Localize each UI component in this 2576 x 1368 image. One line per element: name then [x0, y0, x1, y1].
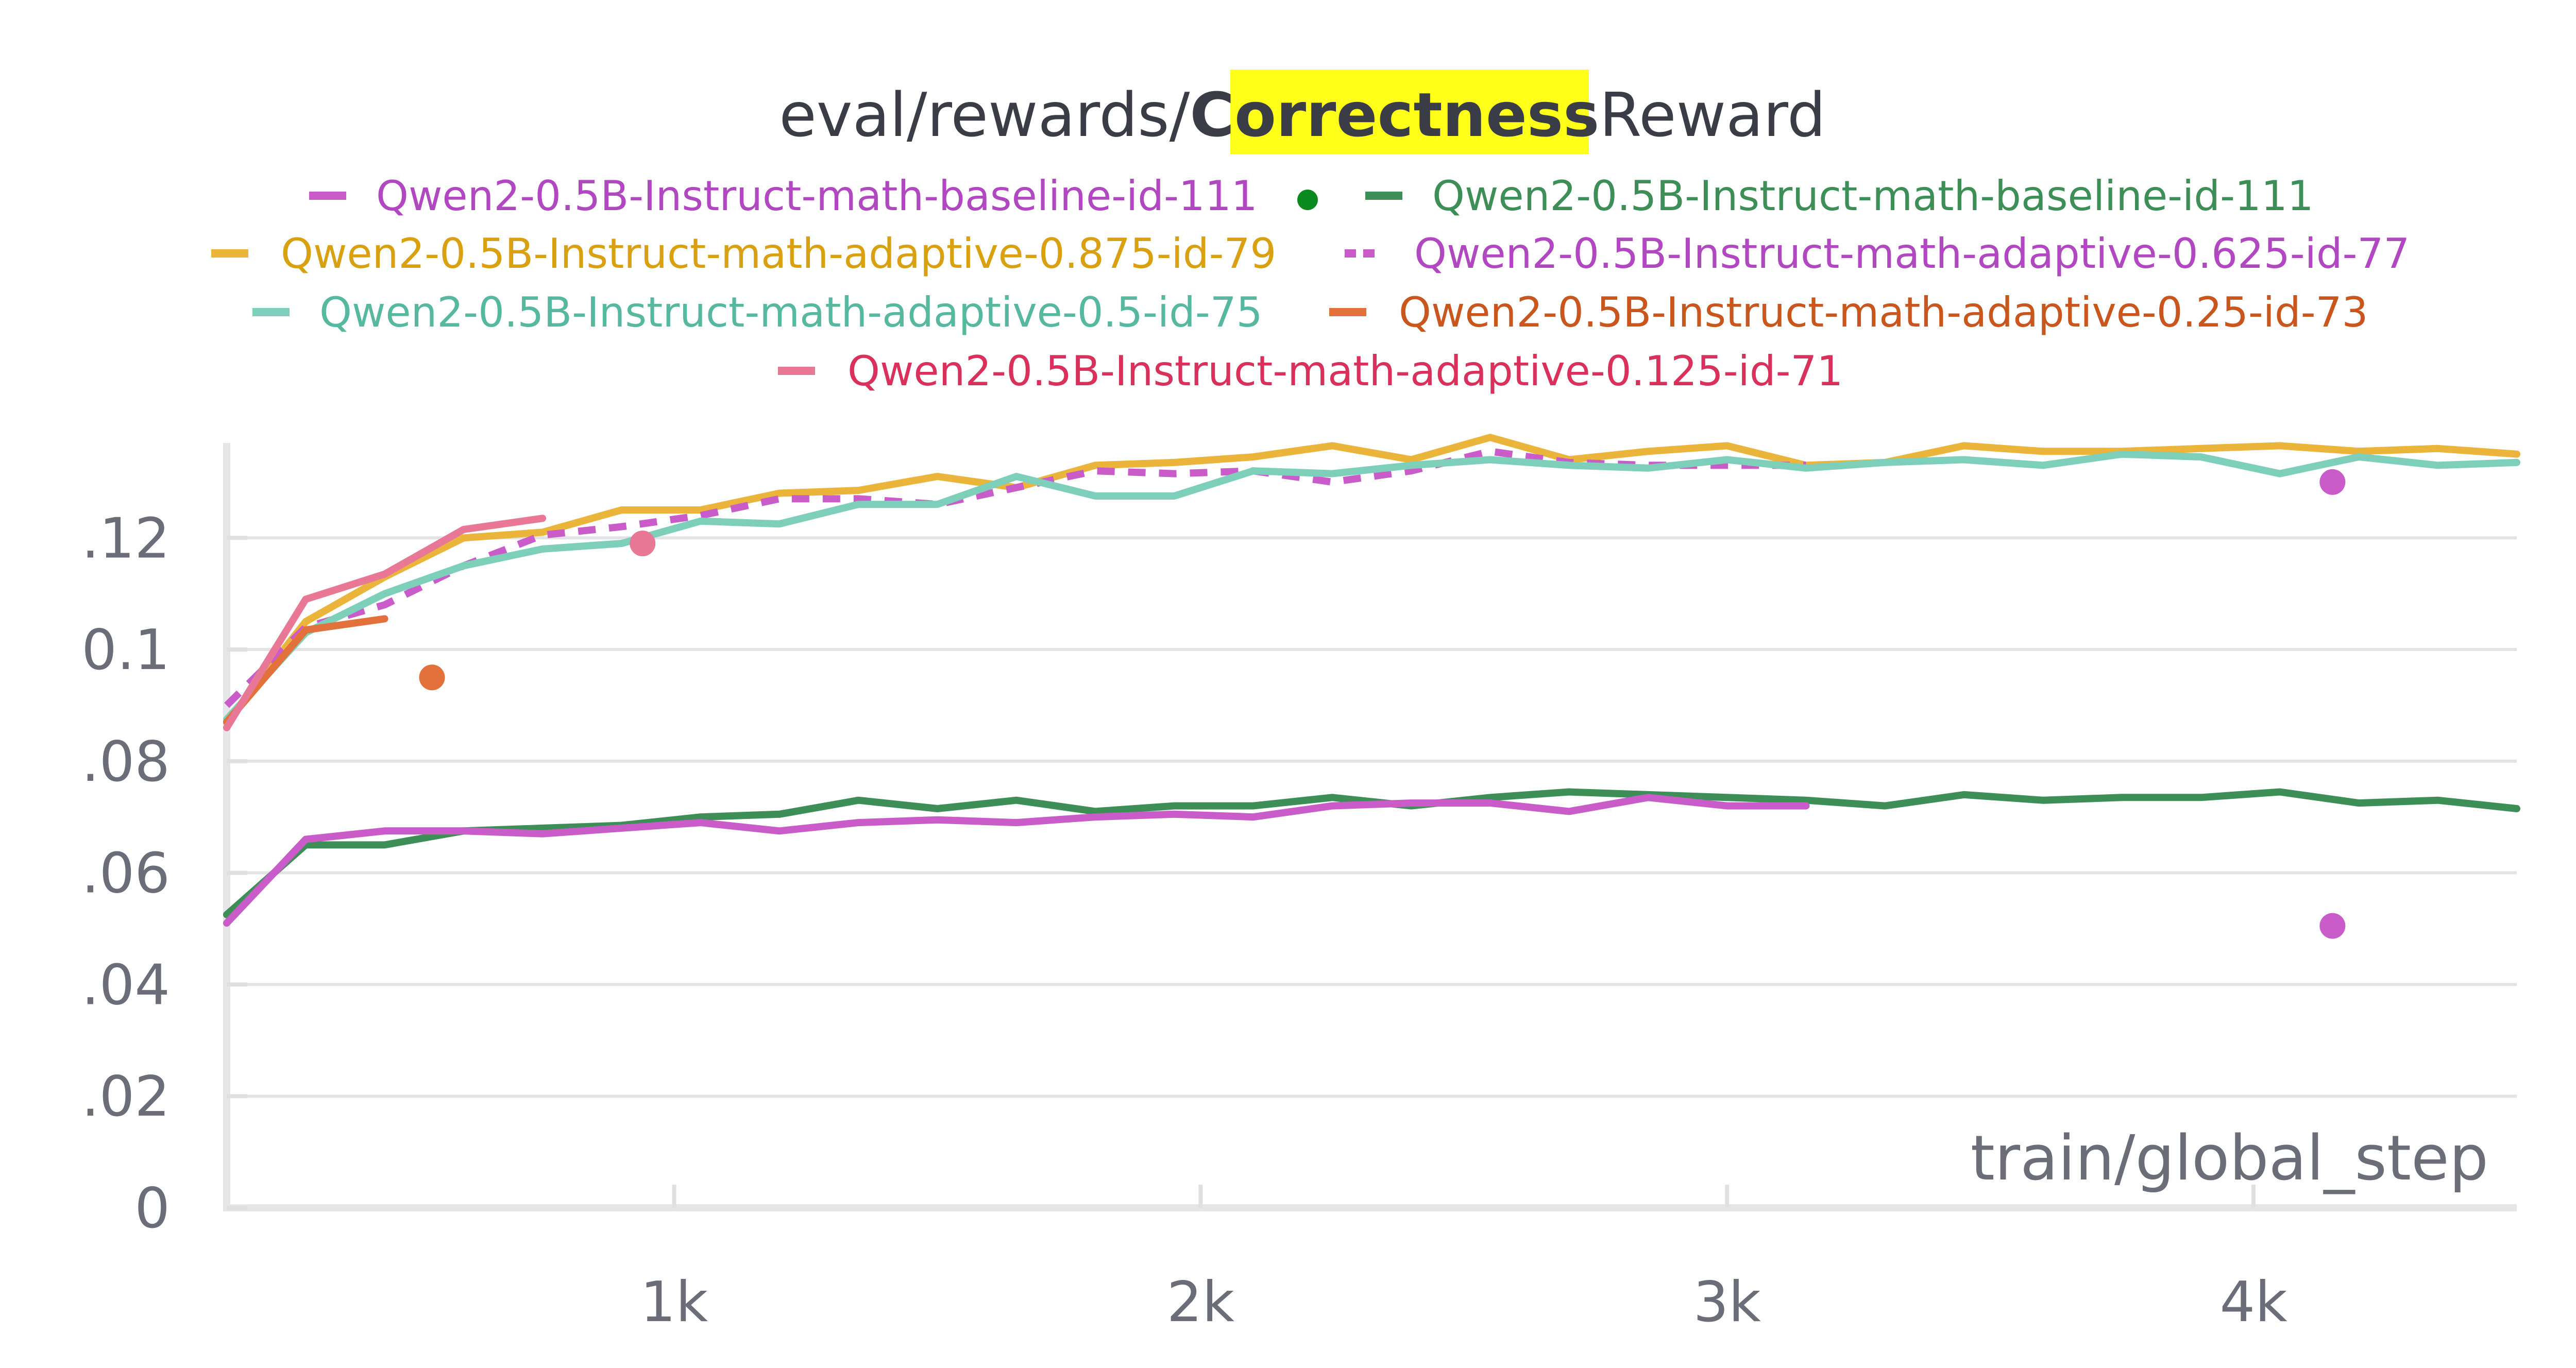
legend-label-4: Qwen2-0.5B-Instruct-math-adaptive-0.5-id… [319, 288, 1263, 336]
legend-label-1: Qwen2-0.5B-Instruct-math-baseline-id-111 [1432, 172, 2314, 220]
title-highlight [1230, 70, 1589, 154]
series-line-3 [224, 448, 1806, 708]
x-axis-label: train/global_step [1971, 1123, 2488, 1194]
chart-title-suffix: Reward [1599, 79, 1825, 150]
legend-label-6: Qwen2-0.5B-Instruct-math-adaptive-0.125-… [848, 347, 1843, 395]
chart-title: eval/rewards/CorrectnessReward [779, 79, 1826, 150]
series-line-6 [223, 515, 547, 731]
chart-title-highlight: Correctness [1190, 79, 1599, 150]
x-tick-label: 3k [1693, 1270, 1761, 1335]
y-tick-label: .12 [81, 506, 170, 571]
x-tick-label: 4k [2219, 1270, 2287, 1335]
series-line-1 [223, 788, 2520, 918]
axes [223, 443, 2517, 1211]
series-marker-0 [2319, 913, 2346, 939]
y-tick-label: 0.1 [81, 618, 170, 682]
series-line-5 [223, 615, 388, 726]
chart-title-prefix: eval/rewards/ [779, 79, 1190, 150]
y-tick-label: .02 [81, 1065, 170, 1129]
series-marker-5 [419, 664, 445, 691]
legend: Qwen2-0.5B-Instruct-math-baseline-id-111… [211, 172, 2410, 395]
y-tick-label: .06 [81, 842, 170, 906]
legend-label-3: Qwen2-0.5B-Instruct-math-adaptive-0.625-… [1414, 230, 2410, 278]
grid-lines [227, 536, 2517, 1098]
x-tick-label: 2k [1167, 1270, 1235, 1335]
legend-label-5: Qwen2-0.5B-Instruct-math-adaptive-0.25-i… [1399, 288, 2368, 336]
legend-dot-icon [1297, 190, 1318, 210]
series-lines [223, 434, 2520, 927]
y-tick-label: 0 [134, 1176, 170, 1241]
y-tick-label: .04 [81, 953, 170, 1017]
series-marker-6 [630, 531, 656, 557]
series-line-2 [223, 434, 2520, 726]
series-markers [419, 469, 2346, 939]
legend-label-0: Qwen2-0.5B-Instruct-math-baseline-id-111 [376, 172, 1258, 220]
x-tick-label: 1k [640, 1270, 708, 1335]
series-marker-3 [2319, 469, 2346, 495]
legend-label-2: Qwen2-0.5B-Instruct-math-adaptive-0.875-… [281, 230, 1276, 278]
y-tick-label: .08 [81, 730, 170, 794]
series-line-4 [223, 450, 2520, 723]
tick-labels: 0 .02 .04 .06 .08 0.1 .12 1k 2k 3k 4k [81, 506, 2287, 1335]
series-line-0 [223, 794, 1810, 927]
